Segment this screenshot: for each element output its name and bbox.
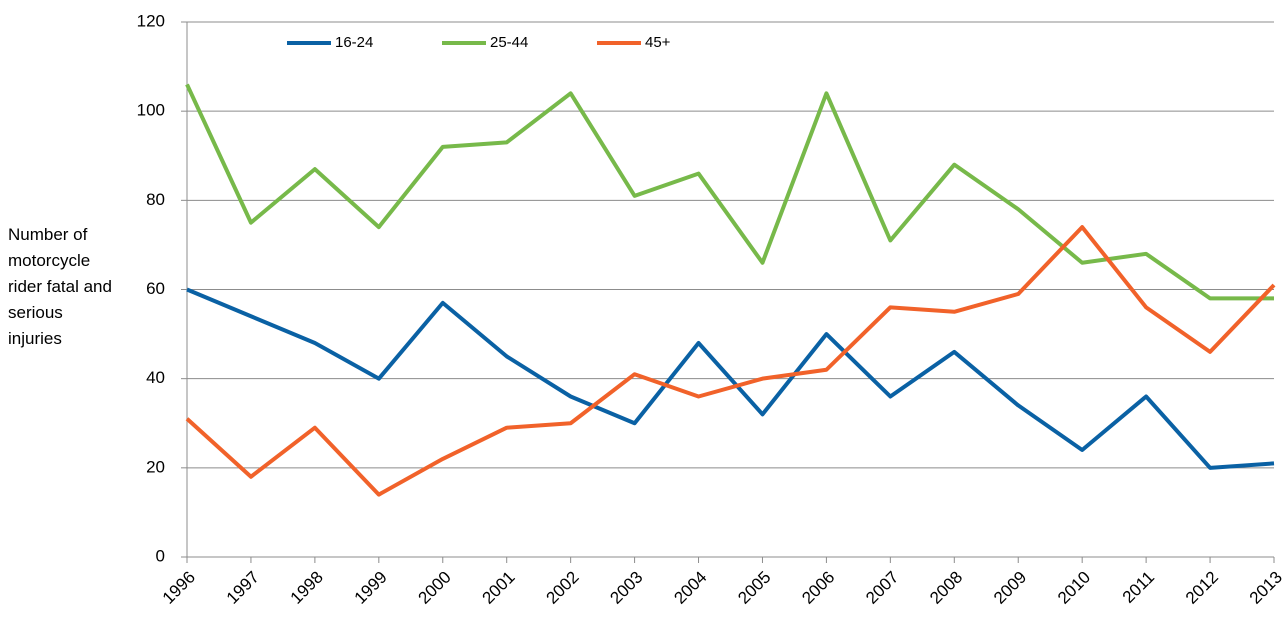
y-tick-label: 100 (137, 101, 165, 120)
x-tick-label: 2007 (862, 568, 902, 608)
y-axis-label: Number of motorcycle rider fatal and ser… (8, 225, 112, 348)
y-tick-label: 20 (146, 457, 165, 476)
x-tick-label: 1996 (159, 568, 199, 608)
legend-label: 45+ (645, 34, 671, 51)
y-tick-label: 40 (146, 368, 165, 387)
x-tick-label: 2000 (415, 568, 455, 608)
legend-label: 16-24 (335, 34, 373, 51)
series-line (186, 287, 1275, 470)
x-tick-label: 2012 (1182, 568, 1222, 608)
x-tick-label: 2005 (734, 568, 774, 608)
y-tick-label: 120 (137, 11, 165, 30)
series-line (185, 83, 1274, 301)
x-tick-label: 2006 (798, 568, 838, 608)
x-tick-label: 1998 (287, 568, 327, 608)
series-line (185, 225, 1276, 497)
x-tick-label: 2001 (479, 568, 519, 608)
x-tick-label: 2010 (1054, 568, 1094, 608)
x-tick-label: 2011 (1119, 568, 1158, 607)
legend-label: 25-44 (490, 34, 528, 51)
x-tick-label: 1997 (223, 568, 263, 608)
y-tick-label: 60 (146, 279, 165, 298)
y-tick-label: 80 (146, 190, 165, 209)
x-tick-label: 2004 (670, 568, 710, 608)
x-tick-label: 2008 (926, 568, 966, 608)
x-tick-label: 2003 (606, 568, 646, 608)
x-tick-label: 2009 (990, 568, 1030, 608)
x-tick-label: 2013 (1246, 568, 1286, 608)
x-tick-label: 1999 (351, 568, 391, 608)
y-tick-label: 0 (156, 546, 165, 565)
x-tick-label: 2002 (542, 568, 582, 608)
